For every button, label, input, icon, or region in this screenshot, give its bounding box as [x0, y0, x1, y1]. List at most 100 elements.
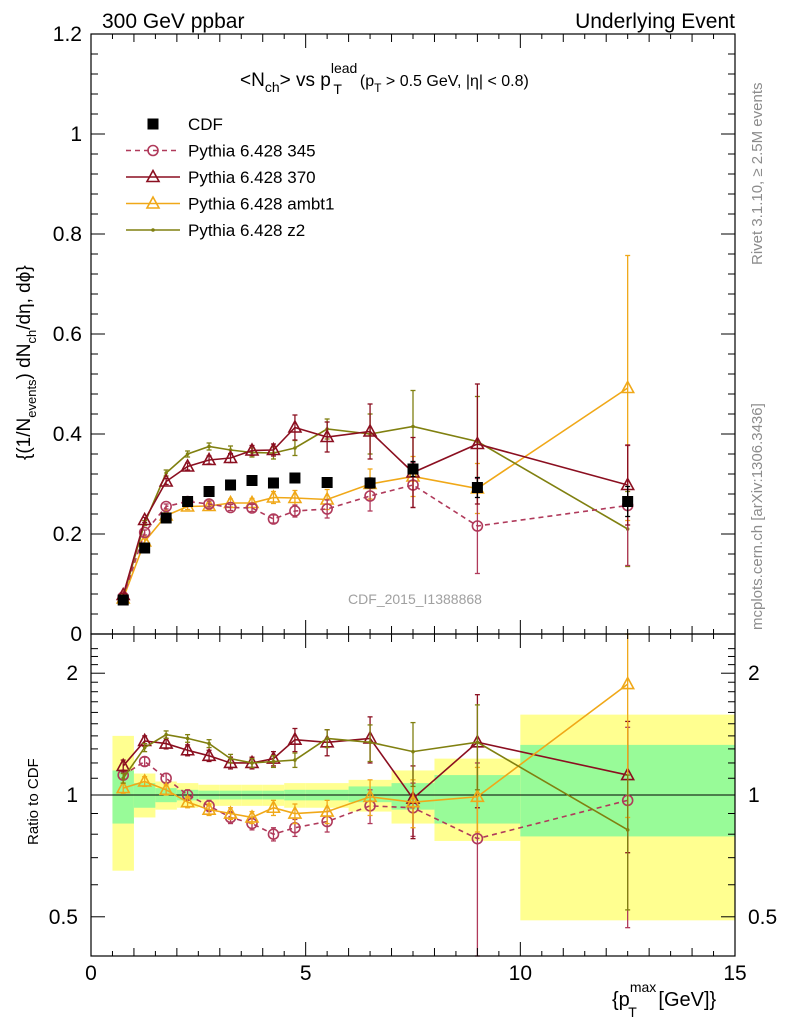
main-point-pythia-6-428-370 [180, 458, 195, 472]
ratio-y-tick-label-right: 2 [748, 662, 760, 685]
ratio-point-pythia-6-428-345 [267, 828, 280, 841]
main-point-cdf [267, 477, 279, 489]
ratio-point-pythia-6-428-z2 [164, 732, 168, 737]
x-tick-label: 10 [509, 962, 532, 985]
ratio-point-pythia-6-428-ambt1 [201, 801, 217, 815]
main-point-pythia-6-428-345 [364, 490, 376, 502]
main-point-cdf [407, 463, 419, 475]
ratio-point-pythia-6-428-ambt1 [223, 805, 238, 819]
main-point-cdf [203, 486, 215, 497]
ratio-y-axis-label: Ratio to CDF [25, 758, 42, 845]
ratio-point-pythia-6-428-ambt1 [180, 794, 195, 808]
ratio-point-pythia-6-428-ambt1 [362, 788, 378, 803]
ratio-point-pythia-6-428-z2 [475, 740, 480, 745]
main-y-tick-label: 1 [70, 123, 82, 146]
ratio-point-pythia-6-428-ambt1 [115, 779, 131, 794]
ratio-point-pythia-6-428-z2 [142, 745, 147, 750]
main-y-tick-label: 0.6 [53, 323, 82, 346]
ratio-y-tick-label: 1 [66, 784, 78, 807]
axis-frames: 0 5 10 15 0 0.2 0.4 0.6 0.8 1 1.2 0.5 0.5 1 1 2 2 [49, 23, 777, 985]
ratio-plot [115, 633, 636, 957]
main-point-cdf [225, 479, 237, 491]
main-line-pythia-6-428-z2 [122, 425, 629, 598]
rivet-label: Rivet 3.1.10, ≥ 2.5M events [749, 83, 766, 266]
main-point-pythia-6-428-345 [160, 500, 172, 513]
main-point-cdf [246, 475, 258, 486]
legend-label-pythia-6-428-370: Pythia 6.428 370 [188, 168, 316, 187]
ratio-y-tick-label-right: 1 [748, 784, 760, 807]
legend-marker-pythia-6-428-345 [147, 144, 159, 157]
ratio-point-pythia-6-428-370 [115, 757, 131, 772]
main-point-pythia-6-428-345 [321, 503, 333, 515]
ratio-series-pythia-6-428-ambt1 [115, 633, 636, 833]
main-point-pythia-6-428-345 [246, 502, 258, 514]
ratio-point-pythia-6-428-ambt1 [287, 805, 303, 819]
main-point-pythia-6-428-345 [289, 505, 301, 517]
legend-marker-cdf [147, 118, 159, 130]
header-right-label: Underlying Event [575, 10, 735, 33]
ratio-point-pythia-6-428-z2 [250, 761, 254, 765]
main-point-pythia-6-428-370 [223, 449, 238, 464]
ratio-point-pythia-6-428-ambt1 [470, 788, 485, 803]
main-point-pythia-6-428-ambt1 [266, 489, 281, 503]
main-point-pythia-6-428-ambt1 [620, 379, 636, 394]
ratio-point-pythia-6-428-ambt1 [158, 781, 174, 796]
main-point-pythia-6-428-345 [224, 501, 237, 514]
ratio-point-pythia-6-428-z2 [325, 736, 329, 741]
main-series-cdf [117, 460, 634, 606]
main-point-pythia-6-428-ambt1 [287, 489, 303, 504]
ratio-point-pythia-6-428-ambt1 [266, 799, 281, 814]
main-point-pythia-6-428-345 [471, 520, 484, 532]
x-tick-label: 15 [723, 962, 746, 985]
ratio-point-pythia-6-428-z2 [271, 759, 276, 764]
legend-marker-pythia-6-428-z2 [151, 228, 155, 232]
ratio-line-pythia-6-428-ambt1 [122, 683, 629, 819]
main-point-cdf [289, 472, 301, 484]
ratio-band-green [112, 770, 134, 824]
ratio-point-pythia-6-428-z2 [293, 758, 297, 762]
ratio-point-pythia-6-428-ambt1 [319, 803, 335, 817]
main-point-cdf [139, 542, 151, 554]
main-point-pythia-6-428-370 [362, 423, 378, 437]
main-point-cdf [471, 482, 483, 493]
ratio-point-pythia-6-428-370 [180, 742, 195, 756]
analysis-watermark: CDF_2015_I1388868 [348, 591, 482, 607]
ratio-y-tick-label-right: 0.5 [748, 906, 777, 929]
main-point-pythia-6-428-z2 [164, 471, 168, 475]
ratio-point-pythia-6-428-z2 [207, 741, 211, 746]
main-line-pythia-6-428-ambt1 [122, 387, 629, 599]
main-y-axis-label: {(1/Nevents) dNch/dη, dϕ} [14, 265, 39, 460]
ratio-point-pythia-6-428-z2 [625, 828, 630, 832]
main-point-pythia-6-428-370 [137, 511, 153, 526]
main-point-pythia-6-428-370 [287, 419, 303, 433]
main-point-cdf [182, 496, 194, 507]
main-point-pythia-6-428-370 [158, 473, 174, 487]
ratio-point-pythia-6-428-345 [138, 755, 151, 768]
legend-label-pythia-6-428-345: Pythia 6.428 345 [188, 142, 316, 161]
ratio-point-pythia-6-428-z2 [368, 740, 372, 745]
main-point-pythia-6-428-345 [267, 513, 280, 525]
main-point-pythia-6-428-z2 [207, 444, 211, 449]
ratio-point-pythia-6-428-ambt1 [244, 809, 260, 823]
main-point-pythia-6-428-370 [244, 442, 260, 456]
main-point-cdf [117, 594, 129, 606]
ratio-series-pythia-6-428-z2 [120, 704, 631, 911]
ratio-point-pythia-6-428-345 [471, 832, 484, 845]
x-axis-label: {pmax T [GeV]} [612, 979, 717, 1020]
main-point-pythia-6-428-z2 [293, 446, 297, 450]
ratio-point-pythia-6-428-ambt1 [405, 794, 421, 808]
main-series-pythia-6-428-370 [115, 383, 636, 601]
main-point-cdf [160, 512, 172, 524]
ratio-point-pythia-6-428-370 [223, 754, 238, 769]
ratio-point-pythia-6-428-370 [201, 747, 217, 762]
ratio-y-tick-label: 0.5 [49, 906, 78, 929]
ratio-point-pythia-6-428-z2 [185, 736, 190, 741]
ratio-point-pythia-6-428-z2 [121, 776, 125, 781]
main-point-pythia-6-428-z2 [411, 424, 415, 429]
main-point-pythia-6-428-370 [319, 428, 335, 443]
legend: CDF Pythia 6.428 345 Pythia 6.428 370 Pythi… [126, 115, 334, 240]
main-point-pythia-6-428-345 [138, 526, 151, 539]
main-point-pythia-6-428-370 [266, 441, 281, 456]
legend-label-pythia-6-428-ambt1: Pythia 6.428 ambt1 [188, 195, 334, 214]
